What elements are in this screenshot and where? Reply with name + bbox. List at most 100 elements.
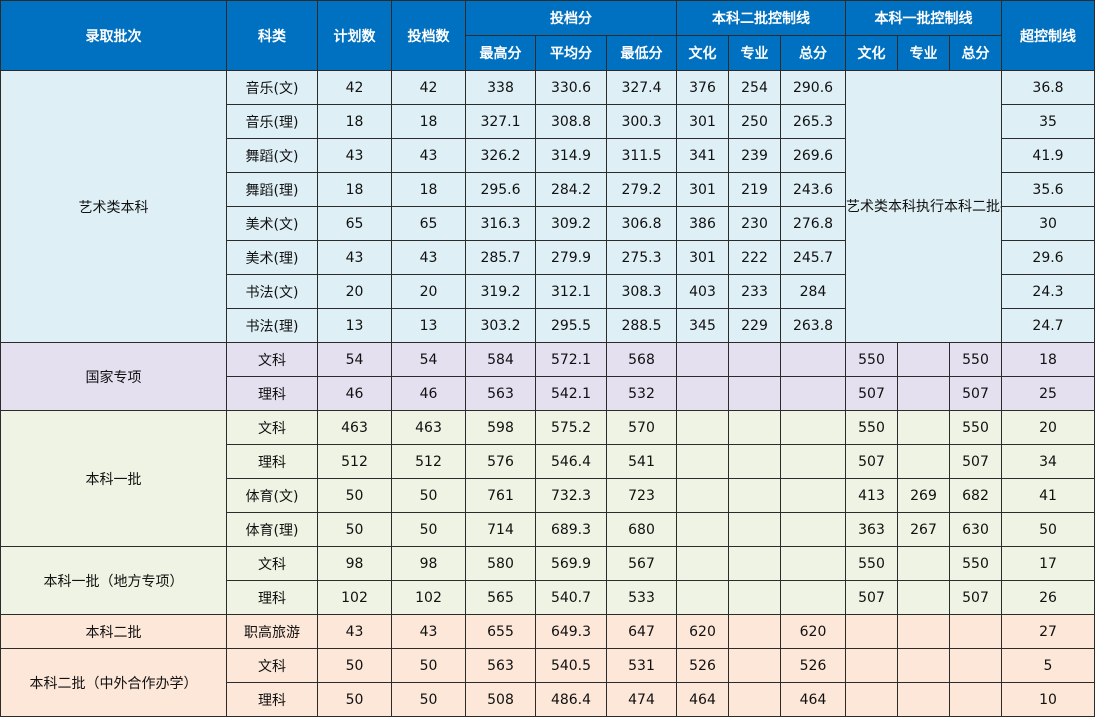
t2-total-cell: 243.6 (780, 172, 847, 207)
header-over-line: 超控制线 (1001, 0, 1096, 71)
t2-major-cell (728, 512, 782, 547)
min-cell: 279.2 (605, 172, 678, 207)
max-cell: 714 (465, 512, 536, 547)
over-cell: 30 (1001, 206, 1096, 241)
t1-total-cell (949, 614, 1003, 649)
over-cell: 27 (1001, 614, 1096, 649)
subject-cell: 理科 (226, 580, 318, 615)
min-cell: 567 (605, 546, 678, 581)
plan-cell: 102 (317, 580, 392, 615)
max-cell: 565 (465, 580, 536, 615)
t1-culture-cell: 550 (845, 410, 899, 445)
avg-cell: 649.3 (535, 614, 607, 649)
t2-culture-cell: 376 (676, 70, 730, 105)
over-cell: 5 (1001, 648, 1096, 683)
t2-major-cell: 222 (728, 240, 782, 275)
t2-major-cell: 229 (728, 308, 782, 343)
subject-cell: 理科 (226, 682, 318, 717)
header-filing-score: 投档分 (464, 0, 678, 36)
t1-major-cell (897, 376, 951, 411)
subject-cell: 美术(文) (226, 206, 318, 241)
over-cell: 35.6 (1001, 172, 1096, 207)
min-cell: 531 (605, 648, 678, 683)
filed-cell: 13 (391, 308, 466, 343)
filed-cell: 43 (391, 240, 466, 275)
batch-cell: 艺术类本科 (0, 70, 227, 343)
plan-cell: 13 (317, 308, 392, 343)
header-subject: 科类 (226, 0, 318, 71)
max-cell: 655 (465, 614, 536, 649)
avg-cell: 312.1 (535, 274, 607, 309)
t1-major-cell (897, 546, 951, 581)
over-cell: 24.3 (1001, 274, 1096, 309)
t1-culture-cell: 507 (845, 580, 899, 615)
t2-culture-cell (676, 410, 730, 445)
t1-total-cell: 550 (949, 546, 1003, 581)
filed-cell: 50 (391, 648, 466, 683)
avg-cell: 572.1 (535, 342, 607, 377)
t1-major-cell (897, 342, 951, 377)
plan-cell: 50 (317, 478, 392, 513)
batch-cell: 本科一批（地方专项） (0, 546, 227, 615)
t2-major-cell: 239 (728, 138, 782, 173)
batch-cell: 国家专项 (0, 342, 227, 411)
min-cell: 288.5 (605, 308, 678, 343)
header-t1-total: 总分 (949, 35, 1003, 71)
t2-total-cell (780, 376, 847, 411)
header-t1-major: 专业 (897, 35, 951, 71)
header-filed: 投档数 (391, 0, 466, 71)
t2-total-cell: 276.8 (780, 206, 847, 241)
header-min: 最低分 (605, 35, 678, 71)
subject-cell: 体育(文) (226, 478, 318, 513)
t2-culture-cell (676, 546, 730, 581)
t2-total-cell (780, 478, 847, 513)
t2-major-cell (728, 682, 782, 717)
max-cell: 285.7 (465, 240, 536, 275)
plan-cell: 463 (317, 410, 392, 445)
over-cell: 29.6 (1001, 240, 1096, 275)
t2-total-cell (780, 546, 847, 581)
t2-total-cell: 620 (780, 614, 847, 649)
subject-cell: 职高旅游 (226, 614, 318, 649)
t2-culture-cell: 301 (676, 240, 730, 275)
plan-cell: 18 (317, 104, 392, 139)
t2-culture-cell: 403 (676, 274, 730, 309)
t1-culture-cell (845, 648, 899, 683)
plan-cell: 43 (317, 614, 392, 649)
filed-cell: 18 (391, 104, 466, 139)
plan-cell: 50 (317, 512, 392, 547)
t2-major-cell: 254 (728, 70, 782, 105)
t1-total-cell: 682 (949, 478, 1003, 513)
table-row: 舞蹈(理) 18 18 295.6 284.2 279.2 301 219 24… (0, 172, 1096, 207)
max-cell: 576 (465, 444, 536, 479)
min-cell: 647 (605, 614, 678, 649)
t1-major-cell (897, 648, 951, 683)
t1-major-cell (897, 580, 951, 615)
t2-major-cell: 219 (728, 172, 782, 207)
t2-major-cell (728, 444, 782, 479)
avg-cell: 284.2 (535, 172, 607, 207)
min-cell: 311.5 (605, 138, 678, 173)
plan-cell: 512 (317, 444, 392, 479)
t2-major-cell (728, 648, 782, 683)
t2-total-cell (780, 410, 847, 445)
t1-total-cell: 550 (949, 410, 1003, 445)
header-plan: 计划数 (317, 0, 392, 71)
min-cell: 533 (605, 580, 678, 615)
subject-cell: 体育(理) (226, 512, 318, 547)
t2-major-cell: 230 (728, 206, 782, 241)
t1-total-cell: 550 (949, 342, 1003, 377)
header-tier2-line: 本科二批控制线 (676, 0, 847, 36)
plan-cell: 18 (317, 172, 392, 207)
over-cell: 35 (1001, 104, 1096, 139)
over-cell: 34 (1001, 444, 1096, 479)
over-cell: 20 (1001, 410, 1096, 445)
min-cell: 570 (605, 410, 678, 445)
filed-cell: 463 (391, 410, 466, 445)
min-cell: 723 (605, 478, 678, 513)
t1-total-cell: 507 (949, 444, 1003, 479)
t2-culture-cell: 341 (676, 138, 730, 173)
plan-cell: 50 (317, 682, 392, 717)
t1-culture-cell (845, 682, 899, 717)
avg-cell: 546.4 (535, 444, 607, 479)
